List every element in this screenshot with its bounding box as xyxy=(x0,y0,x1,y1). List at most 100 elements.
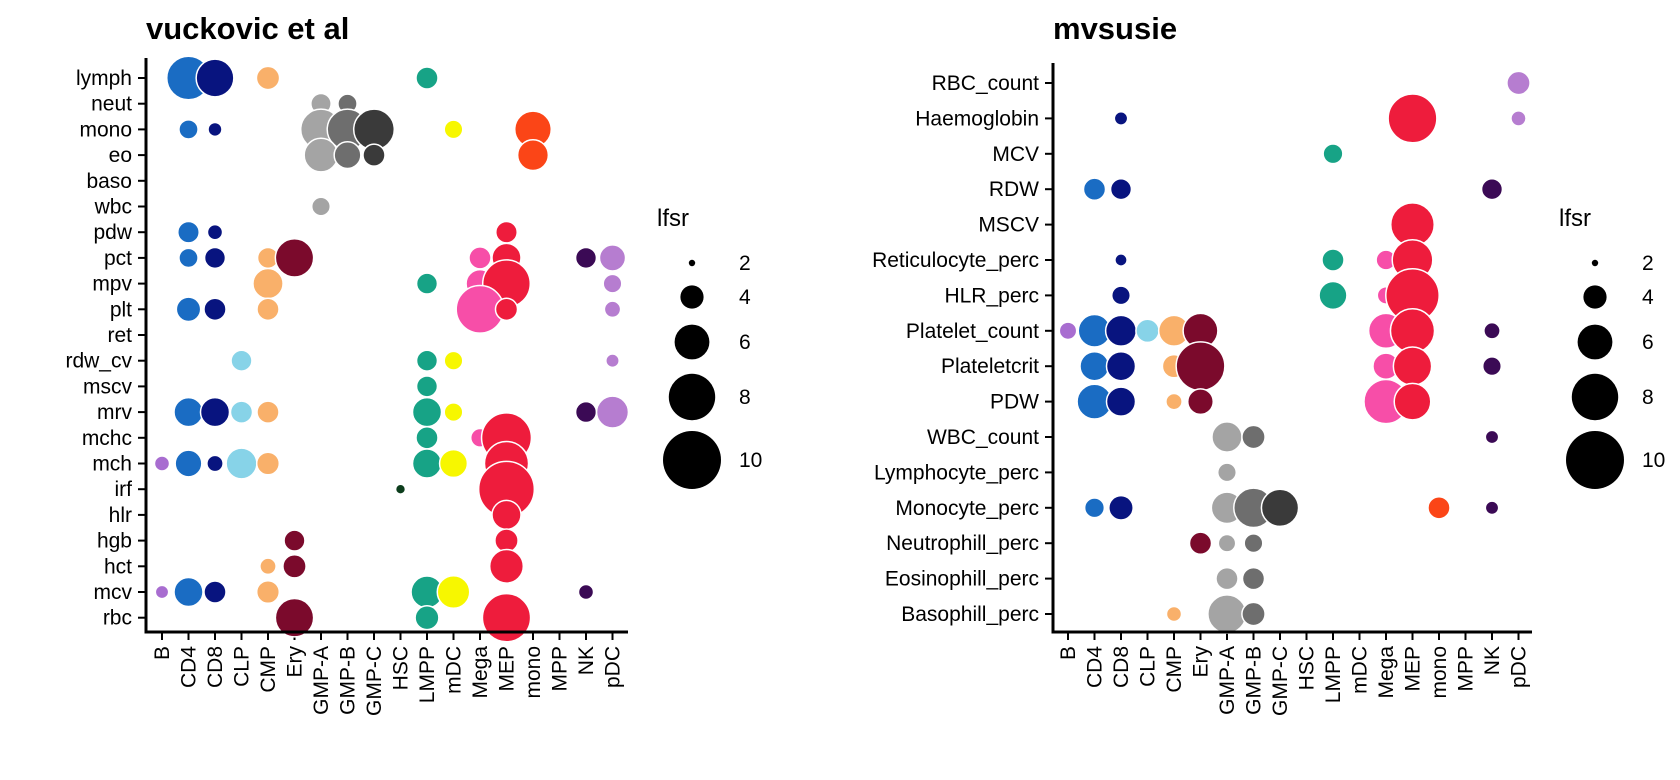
y-tick-label: rbc xyxy=(103,607,132,630)
y-tick-label: WBC_count xyxy=(927,426,1039,449)
x-tick-label: CD4 xyxy=(178,646,201,688)
bubble-point xyxy=(259,557,277,576)
x-tick-label: mono xyxy=(1428,646,1451,699)
bubble-point xyxy=(274,238,315,278)
y-tick-label: mch xyxy=(92,453,132,476)
legend-size-circle xyxy=(668,373,716,421)
bubble-point xyxy=(415,375,439,398)
bubble-point xyxy=(1506,70,1531,96)
legend-label: 10 xyxy=(739,449,762,472)
bubble-point xyxy=(256,400,280,424)
y-tick-label: baso xyxy=(86,170,132,193)
y-tick-label: hgb xyxy=(97,530,132,553)
y-tick-label: pdw xyxy=(93,221,132,244)
bubble-point xyxy=(203,297,227,322)
bubble-point xyxy=(1082,177,1107,201)
bubble-point xyxy=(1114,253,1128,267)
bubble-point xyxy=(1186,388,1215,416)
bubble-point xyxy=(1215,566,1239,591)
y-tick-label: wbc xyxy=(94,196,132,219)
x-tick-label: MEP xyxy=(1402,646,1425,692)
chart-title: vuckovic et al xyxy=(146,11,349,46)
panel-vuckovic: vuckovic et al lymphneutmonoeobasowbcpdw… xyxy=(65,11,630,716)
bubble-point xyxy=(574,400,598,424)
bubble-point xyxy=(173,576,204,608)
y-tick-label: plt xyxy=(110,298,132,321)
x-tick-label: MPP xyxy=(1455,646,1478,692)
bubble-point xyxy=(415,66,439,90)
x-tick-label: Ery xyxy=(284,646,307,678)
y-tick-label: Monocyte_perc xyxy=(895,497,1039,520)
bubble-point xyxy=(1105,386,1137,417)
bubble-point xyxy=(1243,533,1264,554)
bubble-point xyxy=(1108,494,1134,521)
bubble-point xyxy=(1427,496,1451,520)
bubble-point xyxy=(1483,321,1501,340)
legend-label: 4 xyxy=(739,286,751,309)
x-tick-label: CD4 xyxy=(1084,646,1107,688)
bubble-point xyxy=(1241,424,1266,450)
y-tick-label: MSCV xyxy=(978,214,1039,237)
bubble-point xyxy=(1387,93,1438,144)
y-tick-label: pct xyxy=(104,247,132,270)
bubble-point xyxy=(252,267,284,300)
y-tick-label: mcv xyxy=(94,581,133,604)
y-tick-label: mscv xyxy=(83,375,132,398)
bubble-point xyxy=(1480,178,1504,201)
legend-label: 4 xyxy=(1642,286,1654,309)
bubble-point xyxy=(283,529,306,552)
axis-lines xyxy=(144,58,628,634)
bubble-point xyxy=(230,349,253,372)
legend-label: 10 xyxy=(1642,449,1665,472)
legend-title: lfsr xyxy=(657,205,689,232)
bubble-point xyxy=(436,575,471,609)
x-tick-label: B xyxy=(1057,646,1080,660)
bubble-point xyxy=(415,349,439,372)
bubble-point xyxy=(1110,285,1132,306)
bubble-point xyxy=(1079,350,1110,382)
legend-size-circle xyxy=(1571,373,1619,421)
legend-size-circle xyxy=(1577,324,1613,360)
bubble-point xyxy=(574,246,598,270)
bubble-point xyxy=(394,483,407,495)
y-tick-label: mono xyxy=(79,118,132,141)
bubble-point xyxy=(1481,356,1503,377)
bubble-point xyxy=(481,592,532,643)
bubble-point xyxy=(177,220,200,244)
bubble-point xyxy=(443,119,464,140)
bubble-point xyxy=(1241,601,1266,627)
data-points xyxy=(1058,70,1531,634)
bubble-point xyxy=(206,223,224,241)
x-tick-label: mDC xyxy=(443,646,466,694)
bubble-point xyxy=(203,580,227,604)
axis-lines xyxy=(1051,63,1532,634)
y-tick-label: neut xyxy=(91,93,132,116)
x-tick-label: CMP xyxy=(257,646,280,693)
bubble-point xyxy=(1318,280,1348,311)
bubble-point xyxy=(1105,350,1137,382)
bubble-point xyxy=(362,143,386,167)
x-tick-label: pDC xyxy=(1508,646,1531,688)
bubble-point xyxy=(602,273,623,294)
x-tick-label: mDC xyxy=(1349,646,1372,694)
x-tick-label: mono xyxy=(522,646,545,699)
x-tick-label: CLP xyxy=(1137,646,1160,687)
y-tick-label: eo xyxy=(109,144,132,167)
y-tick-label: lymph xyxy=(76,67,132,90)
bubble-point xyxy=(488,548,525,584)
bubble-point xyxy=(1109,178,1133,201)
x-axis-ticks: B CD4 CD8 CLP CMP Ery GMP-A GMP-B GMP-C HSC LMPP mD… xyxy=(151,632,625,716)
y-tick-label: hct xyxy=(104,555,132,578)
bubble-point xyxy=(282,553,307,579)
x-tick-label: CMP xyxy=(1163,646,1186,693)
y-tick-label: MCV xyxy=(992,143,1039,166)
legend-size-circle xyxy=(1583,285,1607,309)
x-tick-label: GMP-B xyxy=(337,646,360,715)
bubble-point xyxy=(1321,248,1345,272)
x-tick-label: LMPP xyxy=(416,646,439,703)
bubble-point xyxy=(415,426,439,450)
bubble-point xyxy=(1510,110,1527,127)
bubble-point xyxy=(199,396,231,428)
x-tick-label: HSC xyxy=(390,646,413,690)
